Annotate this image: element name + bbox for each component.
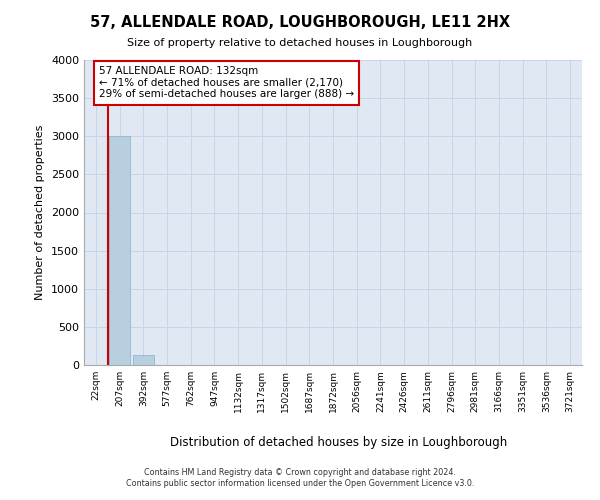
Y-axis label: Number of detached properties: Number of detached properties	[35, 125, 46, 300]
Text: 57, ALLENDALE ROAD, LOUGHBOROUGH, LE11 2HX: 57, ALLENDALE ROAD, LOUGHBOROUGH, LE11 2…	[90, 15, 510, 30]
Text: Size of property relative to detached houses in Loughborough: Size of property relative to detached ho…	[127, 38, 473, 48]
Text: Distribution of detached houses by size in Loughborough: Distribution of detached houses by size …	[170, 436, 508, 449]
Bar	[109, 136, 130, 365]
Bar	[133, 355, 154, 365]
Text: 57 ALLENDALE ROAD: 132sqm
← 71% of detached houses are smaller (2,170)
29% of se: 57 ALLENDALE ROAD: 132sqm ← 71% of detac…	[99, 66, 354, 100]
Text: Contains HM Land Registry data © Crown copyright and database right 2024.
Contai: Contains HM Land Registry data © Crown c…	[126, 468, 474, 487]
